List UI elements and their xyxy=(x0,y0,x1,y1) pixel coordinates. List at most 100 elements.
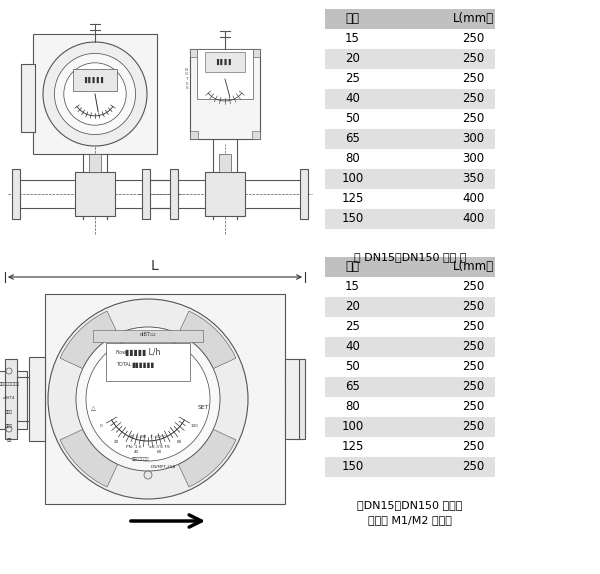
Text: L(mm）: L(mm） xyxy=(453,13,494,25)
Bar xyxy=(5,359,17,439)
Bar xyxy=(325,257,397,277)
Circle shape xyxy=(55,53,136,134)
Text: 250: 250 xyxy=(463,320,485,333)
Text: 50: 50 xyxy=(345,113,360,126)
Bar xyxy=(325,337,397,357)
Text: 15: 15 xyxy=(345,33,360,45)
Circle shape xyxy=(43,42,147,146)
Text: 20: 20 xyxy=(345,52,360,65)
Bar xyxy=(93,330,203,342)
Bar xyxy=(190,49,260,139)
Text: 125: 125 xyxy=(341,192,364,205)
Text: ▌▌▌▌: ▌▌▌▌ xyxy=(217,59,233,65)
Bar xyxy=(325,9,397,29)
Bar xyxy=(397,337,495,357)
Text: ▌▌▌▌▌: ▌▌▌▌▌ xyxy=(85,77,106,83)
Bar xyxy=(325,129,397,149)
Bar xyxy=(325,49,397,69)
Bar xyxy=(397,149,495,169)
Text: 25: 25 xyxy=(345,320,360,333)
Text: 250: 250 xyxy=(463,72,485,86)
Text: 150: 150 xyxy=(341,212,364,226)
Bar xyxy=(89,154,101,172)
Text: ▮▮▮▮▮ L/h: ▮▮▮▮▮ L/h xyxy=(125,347,161,356)
Bar xyxy=(397,257,495,277)
Bar xyxy=(170,169,178,219)
Bar xyxy=(205,52,245,72)
Text: 250: 250 xyxy=(463,460,485,474)
Text: 400: 400 xyxy=(463,192,485,205)
Bar xyxy=(285,359,299,439)
Bar xyxy=(397,357,495,377)
Circle shape xyxy=(144,471,152,479)
Text: 80: 80 xyxy=(345,401,360,413)
Bar xyxy=(397,397,495,417)
Bar xyxy=(397,49,495,69)
Bar xyxy=(397,417,495,437)
Bar xyxy=(325,357,397,377)
Text: 400: 400 xyxy=(463,212,485,226)
Bar xyxy=(190,49,198,57)
Text: 20: 20 xyxy=(114,440,119,444)
Text: 300: 300 xyxy=(463,133,485,145)
Bar xyxy=(325,417,397,437)
Bar xyxy=(397,209,495,229)
Text: 40: 40 xyxy=(345,92,360,106)
Text: △: △ xyxy=(91,405,95,410)
Text: 15: 15 xyxy=(345,281,360,293)
Text: 水质量单字传感器: 水质量单字传感器 xyxy=(0,382,19,386)
Circle shape xyxy=(48,299,248,499)
Circle shape xyxy=(76,327,220,471)
Bar xyxy=(397,317,495,337)
Bar xyxy=(397,277,495,297)
Bar xyxy=(325,277,397,297)
Text: 300: 300 xyxy=(463,153,485,165)
Bar xyxy=(325,189,397,209)
Bar xyxy=(397,297,495,317)
Bar xyxy=(325,169,397,189)
Bar xyxy=(397,129,495,149)
Text: 口径: 口径 xyxy=(346,13,359,25)
Bar xyxy=(21,64,35,132)
Text: L: L xyxy=(151,259,159,273)
Text: 250: 250 xyxy=(463,281,485,293)
Text: N
O
T
E
S: N O T E S xyxy=(185,68,188,90)
Bar xyxy=(325,89,397,109)
Text: 25: 25 xyxy=(345,72,360,86)
Text: 口径: 口径 xyxy=(346,261,359,273)
Text: （可选 M1/M2 表头）: （可选 M1/M2 表头） xyxy=(368,515,452,525)
Bar xyxy=(293,359,305,439)
Bar xyxy=(75,172,115,216)
Circle shape xyxy=(86,337,210,461)
Bar xyxy=(325,397,397,417)
Circle shape xyxy=(64,63,126,125)
Text: Flow: Flow xyxy=(116,350,127,355)
Text: 125: 125 xyxy=(341,440,364,453)
Text: 100: 100 xyxy=(191,424,199,428)
Text: 250: 250 xyxy=(463,440,485,453)
Bar xyxy=(142,169,150,219)
Text: 350: 350 xyxy=(463,173,485,185)
Text: 60: 60 xyxy=(157,449,162,453)
Bar xyxy=(325,149,397,169)
Text: 250: 250 xyxy=(463,301,485,313)
Text: 250: 250 xyxy=(463,33,485,45)
Text: 150: 150 xyxy=(341,460,364,474)
Bar xyxy=(325,297,397,317)
Text: 100: 100 xyxy=(341,173,364,185)
Bar xyxy=(325,437,397,457)
Text: 250: 250 xyxy=(463,421,485,433)
Bar xyxy=(325,109,397,129)
Text: 山东邢台传感器: 山东邢台传感器 xyxy=(131,457,149,461)
Bar xyxy=(300,169,308,219)
Text: 250: 250 xyxy=(463,381,485,394)
Bar xyxy=(197,49,253,99)
Bar xyxy=(205,172,245,216)
Bar xyxy=(325,317,397,337)
Text: 250: 250 xyxy=(463,92,485,106)
Bar xyxy=(397,29,495,49)
Bar xyxy=(325,457,397,477)
Text: P: 1.0M   T: 20°C: P: 1.0M T: 20°C xyxy=(130,435,166,439)
Bar xyxy=(73,69,117,91)
Text: 20: 20 xyxy=(345,301,360,313)
